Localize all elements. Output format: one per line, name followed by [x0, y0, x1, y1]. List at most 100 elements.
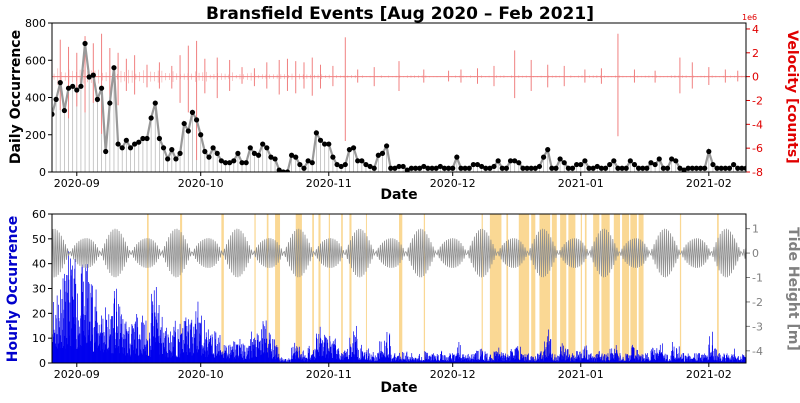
daily-occurrence-point: [251, 150, 258, 156]
daily-occurrence-point: [483, 165, 489, 171]
x-tick-label: 2021-02: [686, 177, 732, 190]
daily-occurrence-point: [693, 165, 700, 171]
daily-occurrence-point: [450, 165, 456, 171]
y-tick-label: 40: [32, 258, 46, 271]
daily-occurrence-point: [297, 161, 303, 168]
daily-occurrence-point: [90, 72, 96, 78]
bottom-axes-frame: [51, 213, 747, 364]
daily-occurrence-point: [574, 161, 580, 168]
daily-occurrence-point: [578, 161, 584, 168]
daily-occurrence-point: [503, 165, 510, 171]
y-tick-label: 0: [39, 166, 46, 179]
x-tick-label: 2020-11: [306, 177, 352, 190]
daily-occurrence-point: [685, 165, 691, 171]
daily-occurrence-point: [631, 161, 638, 168]
highlight-span: [365, 214, 367, 363]
daily-occurrence-point: [635, 165, 642, 171]
highlight-span: [580, 214, 583, 363]
daily-occurrence-point: [260, 141, 266, 147]
daily-occurrence-point: [499, 165, 505, 171]
top-y2-label: Velocity [counts]: [784, 30, 800, 163]
y-tick-label: 30: [32, 283, 46, 296]
daily-occurrence-point: [210, 145, 216, 151]
daily-occurrence-point: [144, 135, 150, 142]
daily-occurrence-point: [776, 166, 781, 171]
highlight-span: [399, 214, 403, 363]
daily-occurrence-point: [123, 137, 129, 143]
daily-occurrence-point: [710, 161, 716, 168]
highlight-span: [275, 214, 281, 363]
daily-occurrence-point: [359, 158, 365, 164]
daily-occurrence-point: [309, 160, 315, 166]
daily-occurrence-point: [288, 152, 295, 158]
highlight-span: [295, 214, 302, 363]
daily-occurrence-point: [789, 166, 794, 171]
x-tick-label: 2021-01: [558, 368, 604, 381]
highlight-span: [593, 214, 600, 363]
top-panel: 2020-09 2020-10 2020-11 2020-12 2021-01 2021-…: [8, 13, 800, 203]
daily-occurrence-point: [441, 165, 448, 171]
daily-occurrence-point: [545, 147, 551, 153]
highlight-span: [679, 214, 682, 363]
daily-occurrence-point: [98, 85, 105, 91]
y2-tick-label: -4: [752, 118, 763, 131]
daily-occurrence-point: [731, 161, 737, 168]
daily-occurrence-point: [673, 158, 679, 164]
daily-occurrence-point: [706, 148, 712, 155]
daily-occurrence-point: [185, 128, 191, 134]
daily-occurrence-point: [495, 158, 501, 164]
y2-tick-label: 0: [752, 247, 759, 260]
daily-occurrence-point: [764, 168, 769, 173]
daily-occurrence-point: [433, 165, 439, 171]
daily-occurrence-point: [350, 145, 357, 151]
y-tick-label: 0: [39, 357, 46, 370]
daily-occurrence-point: [198, 132, 204, 138]
daily-occurrence-point: [520, 165, 526, 171]
x-tick-label: 2020-09: [54, 177, 100, 190]
daily-occurrence-point: [652, 161, 658, 168]
daily-occurrence-point: [726, 165, 733, 171]
daily-occurrence-point: [326, 141, 332, 147]
y2-tick-label: -4: [752, 345, 763, 358]
y-tick-label: 400: [25, 92, 46, 105]
daily-occurrence-point: [627, 158, 633, 164]
tide-line: [52, 228, 746, 278]
daily-occurrence-point: [82, 40, 88, 47]
daily-occurrence-point: [136, 139, 142, 145]
x-tick-label: 2020-11: [306, 368, 352, 381]
y2-tick-label: -3: [752, 320, 763, 333]
daily-occurrence-point: [206, 154, 212, 160]
x-tick-label: 2020-12: [430, 177, 476, 190]
daily-occurrence-point: [507, 158, 514, 164]
x-tick-label: 2021-02: [686, 368, 732, 381]
highlight-span: [481, 214, 483, 363]
daily-occurrence-point: [462, 165, 468, 171]
chart-title: Bransfield Events [Aug 2020 – Feb 2021]: [206, 4, 594, 24]
daily-occurrence-point: [305, 158, 311, 164]
highlight-span: [266, 214, 269, 363]
top-axes-frame: [51, 22, 747, 173]
y2-tick-label: -6: [752, 142, 763, 155]
x-tick-label: 2020-12: [430, 368, 476, 381]
daily-occurrence-point: [607, 161, 613, 168]
highlight-span: [312, 214, 314, 363]
daily-occurrence-point: [107, 100, 113, 106]
highlight-span: [531, 214, 536, 363]
daily-occurrence-point: [181, 120, 187, 127]
top-axis-ticks: 2020-09 2020-10 2020-11 2020-12 2021-01 2021-…: [25, 17, 763, 190]
daily-occurrence-point: [739, 165, 745, 171]
daily-occurrence-series: [52, 40, 794, 173]
daily-occurrence-point: [392, 165, 398, 171]
daily-occurrence-point: [565, 165, 571, 171]
x-tick-label: 2020-10: [178, 177, 224, 190]
daily-occurrence-point: [379, 150, 386, 156]
y2-tick-label: -2: [752, 94, 763, 107]
daily-occurrence-point: [396, 163, 402, 170]
daily-occurrence-point: [549, 165, 555, 171]
highlight-span: [341, 214, 343, 363]
daily-occurrence-point: [524, 165, 530, 171]
daily-occurrence-point: [111, 65, 117, 71]
daily-occurrence-point: [532, 165, 538, 171]
y2-tick-label: -1: [752, 272, 763, 285]
daily-occurrence-point: [177, 150, 183, 156]
